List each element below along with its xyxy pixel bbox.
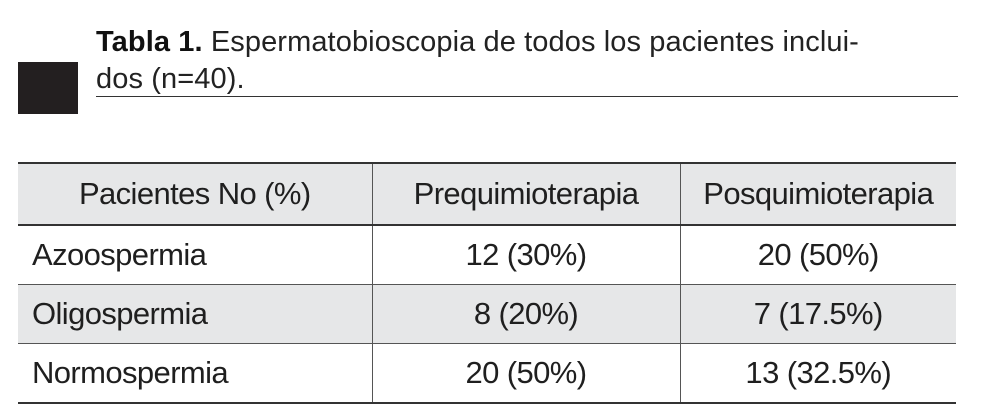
- table-row: Oligospermia 8 (20%) 7 (17.5%): [18, 284, 956, 344]
- row-label-azoospermia: Azoospermia: [32, 237, 207, 272]
- row-label-oligospermia: Oligospermia: [32, 296, 208, 331]
- header-cell-prequimioterapia: Prequimioterapia: [371, 163, 680, 225]
- table-cell: 20 (50%): [371, 343, 680, 403]
- caption-label: Tabla 1.: [96, 26, 203, 58]
- caption-rule: [96, 96, 958, 97]
- header-cell-posquimioterapia: Posquimioterapia: [679, 163, 956, 225]
- table-cell: 12 (30%): [371, 225, 680, 285]
- table-header-row: Pacientes No (%) Prequimioterapia Posqui…: [18, 163, 956, 225]
- table-row: Azoospermia 12 (30%) 20 (50%): [18, 225, 956, 285]
- caption-title-line2: dos (n=40).: [96, 63, 245, 95]
- table-row: Normospermia 20 (50%) 13 (32.5%): [18, 343, 956, 403]
- table-cell: 13 (32.5%): [679, 343, 956, 403]
- header-cell-pacientes: Pacientes No (%): [78, 176, 311, 211]
- caption-text: Tabla 1. Espermatobioscopia de todos los…: [96, 24, 956, 98]
- table-cell: 20 (50%): [679, 225, 956, 285]
- table-cell: 8 (20%): [371, 284, 680, 344]
- table-cell: 7 (17.5%): [679, 284, 956, 344]
- data-table: Pacientes No (%) Prequimioterapia Posqui…: [18, 162, 956, 404]
- table-caption: Tabla 1. Espermatobioscopia de todos los…: [18, 18, 963, 114]
- caption-marker-block: [18, 62, 78, 114]
- caption-title: Espermatobioscopia de todos los paciente…: [210, 26, 859, 58]
- row-label-normospermia: Normospermia: [32, 355, 229, 390]
